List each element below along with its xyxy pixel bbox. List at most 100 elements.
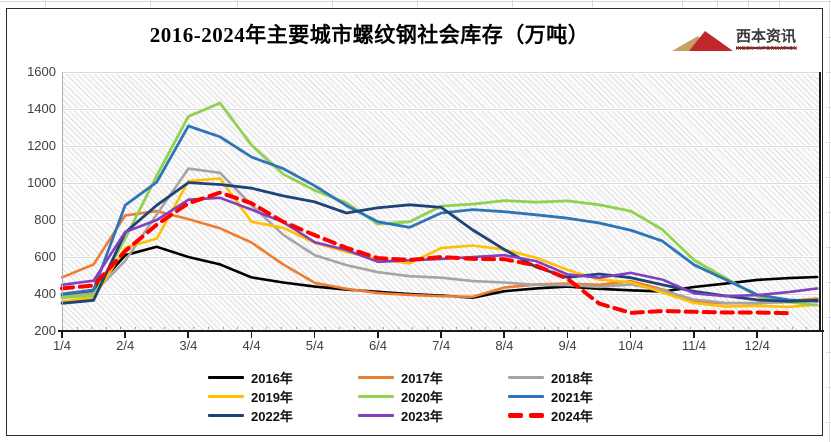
y-axis-label: 1200 bbox=[27, 138, 56, 153]
spreadsheet-gridline bbox=[826, 422, 831, 423]
x-minor-tick bbox=[310, 327, 312, 329]
x-major-tick bbox=[377, 332, 379, 338]
x-minor-tick bbox=[76, 327, 78, 329]
series-line-2017 bbox=[60, 209, 819, 305]
series-line-2018 bbox=[60, 167, 819, 305]
legend-swatch bbox=[208, 376, 244, 379]
x-minor-tick bbox=[62, 327, 63, 329]
x-minor-tick bbox=[806, 327, 808, 329]
spreadsheet-gridline bbox=[0, 1, 831, 2]
x-minor-tick bbox=[704, 327, 706, 329]
legend-label: 2021年 bbox=[551, 390, 593, 405]
x-axis-label: 8/4 bbox=[495, 338, 514, 353]
logo-subtext: XIBEN INFORMATION bbox=[736, 46, 798, 52]
x-minor-tick bbox=[777, 327, 779, 329]
spreadsheet-gridline bbox=[779, 0, 780, 7]
legend-item-2019[interactable]: 2019年 bbox=[208, 387, 358, 406]
legend-item-2020[interactable]: 2020年 bbox=[358, 387, 508, 406]
spreadsheet-gridline bbox=[512, 0, 513, 7]
y-axis-spine bbox=[62, 72, 63, 331]
spreadsheet-gridline bbox=[826, 247, 831, 248]
series-line-2021 bbox=[60, 124, 819, 303]
right-spine bbox=[819, 72, 821, 331]
spreadsheet-gridline bbox=[826, 72, 831, 73]
x-minor-tick bbox=[543, 327, 545, 329]
legend-swatch bbox=[208, 395, 244, 398]
x-minor-tick bbox=[602, 327, 603, 329]
x-minor-tick bbox=[208, 327, 209, 329]
legend-item-2022[interactable]: 2022年 bbox=[208, 406, 358, 425]
x-minor-tick bbox=[135, 327, 136, 329]
legend-item-2023[interactable]: 2023年 bbox=[358, 406, 508, 425]
x-major-tick bbox=[313, 332, 316, 338]
x-minor-tick bbox=[499, 327, 501, 329]
spreadsheet-gridline bbox=[682, 0, 683, 7]
series-line-2023 bbox=[60, 196, 819, 298]
x-minor-tick bbox=[412, 327, 414, 329]
x-minor-tick bbox=[324, 327, 326, 329]
x-minor-tick bbox=[105, 327, 107, 329]
x-minor-tick bbox=[616, 327, 618, 329]
x-minor-tick bbox=[631, 327, 633, 329]
x-axis-label: 2/4 bbox=[116, 338, 135, 353]
legend-item-2024[interactable]: 2024年 bbox=[508, 406, 658, 425]
x-minor-tick bbox=[733, 327, 735, 329]
x-major-tick bbox=[756, 332, 758, 338]
x-minor-tick bbox=[426, 327, 428, 329]
x-axis-label: 10/4 bbox=[618, 338, 644, 353]
x-minor-tick bbox=[456, 327, 458, 329]
gridline bbox=[62, 146, 820, 147]
legend-item-2018[interactable]: 2018年 bbox=[508, 368, 658, 387]
x-axis-label: 3/4 bbox=[179, 338, 198, 353]
spreadsheet-gridline bbox=[826, 142, 831, 143]
legend-swatch bbox=[358, 376, 394, 379]
legend-item-2017[interactable]: 2017年 bbox=[358, 368, 508, 387]
y-axis-label: 1400 bbox=[27, 101, 56, 116]
logo-name: 西本资讯 bbox=[736, 25, 797, 49]
x-minor-tick bbox=[164, 327, 166, 329]
legend-swatch bbox=[508, 413, 544, 418]
x-minor-tick bbox=[587, 327, 589, 329]
spreadsheet-gridline bbox=[150, 0, 151, 7]
x-minor-tick bbox=[149, 327, 151, 329]
x-minor-tick bbox=[178, 327, 180, 329]
x-minor-tick bbox=[280, 327, 282, 329]
x-major-tick bbox=[124, 332, 126, 338]
x-minor-tick bbox=[237, 327, 239, 329]
series-line-2019 bbox=[60, 177, 819, 309]
x-major-tick bbox=[566, 332, 569, 338]
x-major-tick bbox=[629, 332, 632, 338]
spreadsheet-gridline bbox=[45, 0, 46, 7]
spreadsheet-gridline bbox=[592, 0, 593, 7]
spreadsheet-gridline bbox=[717, 0, 718, 7]
legend-label: 2022年 bbox=[251, 409, 293, 424]
x-axis bbox=[58, 330, 824, 332]
spreadsheet-gridline bbox=[829, 0, 830, 442]
x-minor-tick bbox=[718, 327, 720, 329]
x-minor-tick bbox=[675, 327, 676, 329]
logo-mountain-red-icon bbox=[689, 31, 733, 51]
x-minor-tick bbox=[645, 327, 647, 329]
x-minor-tick bbox=[762, 327, 764, 329]
chart-title: 2016-2024年主要城市螺纹钢社会库存（万吨） bbox=[149, 23, 590, 47]
y-axis-label: 400 bbox=[34, 286, 56, 301]
x-minor-tick bbox=[368, 327, 370, 329]
x-minor-tick bbox=[485, 327, 487, 329]
x-axis-label: 5/4 bbox=[305, 338, 324, 353]
spreadsheet-gridline bbox=[826, 107, 831, 108]
spreadsheet-gridline bbox=[826, 177, 831, 178]
x-minor-tick bbox=[441, 327, 443, 329]
legend-swatch bbox=[508, 395, 544, 398]
gridline bbox=[62, 220, 820, 221]
chart-legend: 2016年 2017年 2018年 2019年 2020年 2021年 2022年 2023年… bbox=[208, 368, 658, 425]
legend-swatch bbox=[508, 376, 544, 379]
x-minor-tick bbox=[383, 327, 385, 329]
x-major-tick bbox=[61, 332, 63, 338]
legend-item-2016[interactable]: 2016年 bbox=[208, 368, 358, 387]
legend-label: 2017年 bbox=[401, 371, 443, 386]
x-axis-label: 12/4 bbox=[744, 338, 770, 353]
legend-item-2021[interactable]: 2021年 bbox=[508, 387, 658, 406]
x-major-tick bbox=[187, 332, 189, 338]
legend-label: 2019年 bbox=[251, 390, 293, 405]
series-line-2022 bbox=[60, 181, 819, 305]
